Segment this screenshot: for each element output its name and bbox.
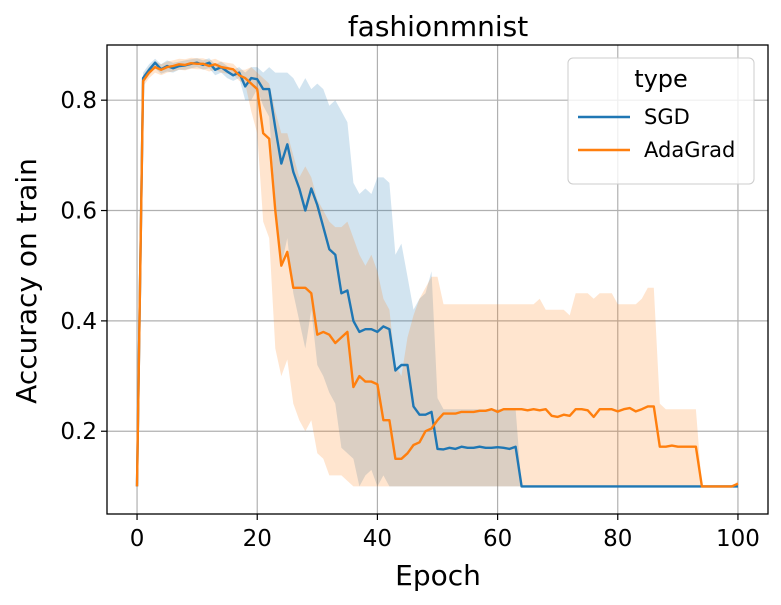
y-tick-label: 0.8 — [60, 88, 97, 114]
plot-frame — [106, 44, 769, 515]
series-lines — [135, 61, 739, 488]
confidence-bands — [137, 57, 738, 487]
x-tick-label: 60 — [483, 526, 512, 552]
x-tick-label: 20 — [243, 526, 272, 552]
series-line-adagrad — [135, 62, 739, 488]
x-axis-title: Epoch — [395, 559, 481, 592]
y-axis-ticks: 0.2 0.4 0.6 0.8 — [60, 88, 107, 445]
legend-title: type — [634, 65, 688, 93]
legend-label-sgd: SGD — [644, 105, 690, 129]
x-tick-label: 80 — [603, 526, 632, 552]
y-tick-label: 0.6 — [60, 199, 97, 225]
x-tick-label: 100 — [716, 526, 760, 552]
y-tick-label: 0.2 — [60, 419, 97, 445]
band-adagrad — [137, 57, 738, 487]
x-axis-ticks: 0 20 40 60 80 100 — [130, 514, 760, 552]
legend: type SGD AdaGrad — [567, 57, 755, 185]
legend-box — [567, 57, 755, 185]
y-axis-title: Accuracy on train — [10, 158, 43, 404]
x-tick-label: 40 — [363, 526, 392, 552]
chart-title: fashionmnist — [348, 10, 528, 43]
legend-label-adagrad: AdaGrad — [644, 138, 735, 162]
x-tick-label: 0 — [130, 526, 145, 552]
y-tick-label: 0.4 — [60, 309, 97, 335]
band-sgd — [137, 58, 738, 487]
